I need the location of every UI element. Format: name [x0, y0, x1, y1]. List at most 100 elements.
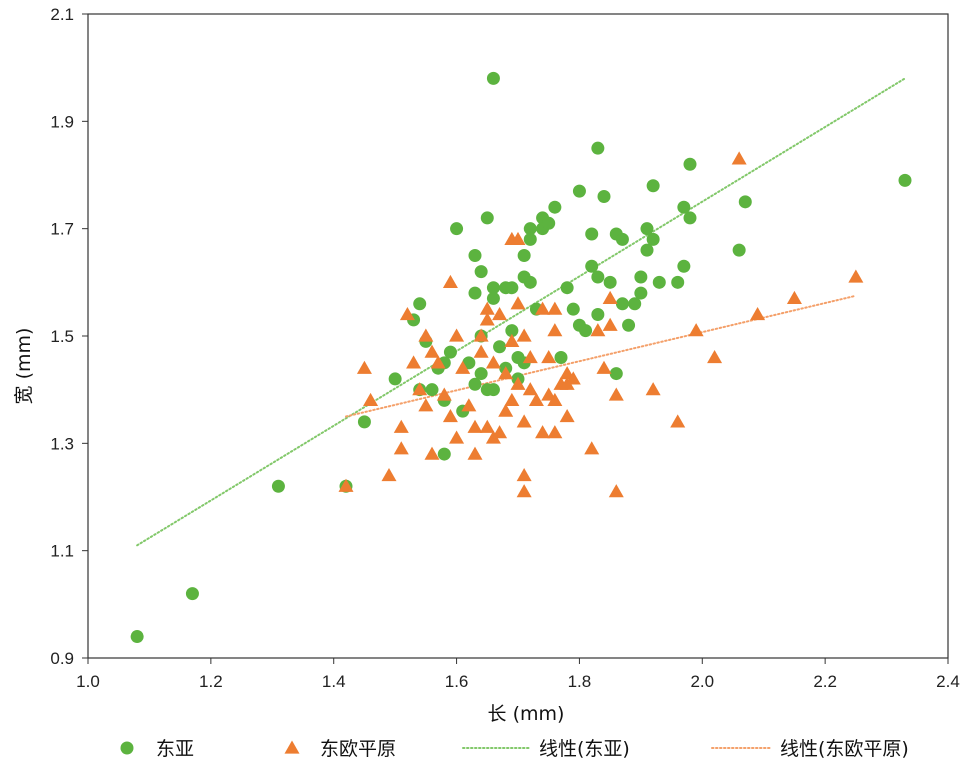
data-point-east-european-plain — [565, 371, 581, 385]
y-tick-label: 1.1 — [50, 542, 74, 561]
x-tick-label: 1.6 — [445, 672, 469, 691]
data-point-east-european-plain — [381, 468, 397, 482]
data-point-east-european-plain — [412, 382, 428, 396]
data-point-east-european-plain — [363, 392, 379, 407]
x-axis-ticks: 1.0 1.2 1.4 1.6 1.8 2.0 2.2 2.4 — [76, 658, 960, 691]
data-point-east-european-plain — [516, 414, 532, 428]
data-point-east-asia — [683, 211, 697, 225]
data-point-east-asia — [468, 286, 482, 300]
data-point-east-asia — [425, 383, 439, 397]
data-point-east-asia — [468, 249, 482, 262]
data-point-east-european-plain — [485, 355, 501, 369]
data-point-east-asia — [609, 367, 623, 381]
trendlines — [136, 77, 906, 547]
data-point-east-asia — [388, 372, 402, 386]
data-point-east-european-plain — [442, 409, 458, 423]
data-point-east-european-plain — [473, 344, 489, 358]
data-point-east-asia — [615, 232, 629, 246]
data-point-east-european-plain — [442, 274, 458, 288]
data-point-east-european-plain — [393, 419, 409, 433]
data-point-east-european-plain — [602, 290, 618, 305]
data-point-east-asia — [683, 157, 697, 171]
data-point-east-asia — [732, 243, 746, 257]
legend-label: 线性(东亚) — [539, 738, 630, 760]
data-point-east-european-plain — [467, 419, 483, 433]
series-east-asia — [130, 71, 912, 644]
data-point-east-european-plain — [418, 398, 434, 412]
data-point-east-european-plain — [522, 349, 538, 364]
data-point-east-asia — [517, 249, 531, 262]
data-point-east-asia — [677, 259, 691, 273]
data-point-east-asia — [357, 415, 371, 429]
data-point-east-asia — [585, 259, 599, 273]
data-point-east-asia — [486, 71, 500, 85]
data-point-east-asia — [646, 179, 660, 193]
data-point-east-european-plain — [528, 392, 544, 407]
legend-label: 东欧平原 — [320, 738, 396, 760]
data-point-east-asia — [579, 324, 593, 338]
legend-label: 线性(东欧平原) — [780, 738, 909, 760]
data-point-east-asia — [413, 297, 427, 311]
y-tick-label: 1.5 — [50, 327, 74, 346]
data-point-east-asia — [542, 216, 556, 230]
data-point-east-asia — [585, 227, 599, 241]
data-point-east-european-plain — [479, 301, 495, 315]
data-point-east-european-plain — [510, 376, 526, 390]
data-point-east-european-plain — [559, 409, 575, 423]
series-east-european-plain — [338, 151, 864, 498]
data-point-east-european-plain — [492, 307, 508, 321]
x-tick-label: 1.8 — [568, 672, 592, 691]
data-point-east-asia — [572, 184, 586, 198]
y-tick-label: 2.1 — [50, 5, 74, 24]
data-point-east-asia — [591, 270, 605, 284]
data-point-east-european-plain — [608, 484, 624, 498]
data-point-east-european-plain — [430, 355, 446, 369]
data-point-east-asia — [634, 286, 648, 300]
data-point-east-asia — [591, 141, 605, 155]
legend: 东亚 东欧平原 线性(东亚) 线性(东欧平原) — [120, 738, 909, 760]
data-point-east-european-plain — [393, 441, 409, 455]
data-point-east-european-plain — [590, 323, 606, 337]
y-tick-label: 1.9 — [50, 112, 74, 131]
data-point-east-asia — [640, 222, 654, 236]
legend-triangle-marker — [284, 740, 300, 754]
data-point-east-european-plain — [467, 446, 483, 460]
data-point-east-asia — [486, 281, 500, 295]
data-point-east-asia — [615, 297, 629, 311]
data-point-east-asia — [443, 345, 457, 359]
data-point-east-european-plain — [516, 468, 532, 482]
data-point-east-european-plain — [547, 323, 563, 337]
data-point-east-european-plain — [547, 301, 563, 315]
data-point-east-european-plain — [608, 387, 624, 401]
data-point-east-asia — [591, 308, 605, 322]
data-point-east-european-plain — [479, 419, 495, 433]
data-point-east-asia — [628, 297, 642, 311]
data-point-east-european-plain — [449, 430, 465, 444]
data-point-east-asia — [652, 275, 666, 289]
data-point-east-european-plain — [449, 328, 465, 342]
data-point-east-european-plain — [406, 355, 422, 369]
data-point-east-european-plain — [424, 446, 440, 460]
data-point-east-asia — [486, 291, 500, 305]
data-point-east-european-plain — [479, 312, 495, 326]
data-point-east-european-plain — [455, 360, 471, 374]
data-point-east-asia — [437, 447, 451, 461]
data-point-east-asia — [898, 173, 912, 187]
data-point-east-asia — [597, 189, 611, 203]
y-tick-label: 1.3 — [50, 434, 74, 453]
data-point-east-european-plain — [848, 269, 864, 283]
data-point-east-european-plain — [399, 307, 415, 321]
data-point-east-european-plain — [510, 231, 526, 246]
data-point-east-european-plain — [492, 425, 508, 439]
data-point-east-asia — [560, 281, 574, 295]
data-point-east-european-plain — [670, 414, 686, 428]
y-tick-label: 0.9 — [50, 649, 74, 668]
data-point-east-european-plain — [645, 382, 661, 396]
data-point-east-asia — [185, 587, 199, 601]
x-tick-label: 2.0 — [690, 672, 714, 691]
y-axis-ticks: 0.9 1.1 1.3 1.5 1.7 1.9 2.1 — [50, 5, 88, 668]
data-point-east-european-plain — [731, 151, 747, 165]
legend-label: 东亚 — [156, 738, 194, 760]
data-point-east-european-plain — [510, 296, 526, 310]
